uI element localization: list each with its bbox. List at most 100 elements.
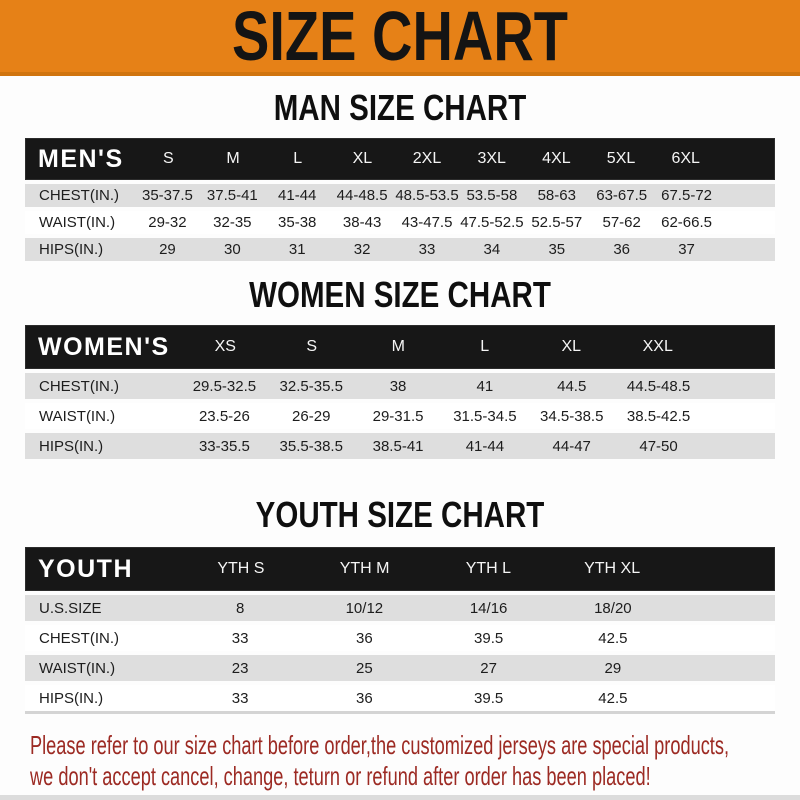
size-value-cell: 29-31.5 (372, 407, 424, 425)
size-column-header: M (226, 150, 240, 167)
row-label-cell: CHEST(IN.) (39, 629, 119, 647)
size-value-cell: 31 (288, 241, 306, 258)
size-column-header: 4XL (542, 150, 571, 167)
size-value-cell: 36 (613, 241, 631, 258)
table-row: CHEST(IN.) 35-37.5 37.5-41 41-44 44-48.5 48.5… (25, 184, 775, 207)
size-value-cell: 31.5-34.5 (453, 407, 517, 425)
size-value-cell: 38.5-41 (372, 437, 424, 455)
size-value-cell: 39.5 (474, 629, 504, 647)
size-value-cell: 33-35.5 (198, 437, 250, 455)
table-row: CHEST(IN.) 33 36 39.5 42.5 (25, 625, 775, 651)
table-row: HIPS(IN.) 33 36 39.5 42.5 (25, 685, 775, 711)
size-value-cell: 8 (235, 599, 245, 617)
size-column-header: YTH S (217, 560, 265, 577)
table-title-cell: WOMEN'S (38, 332, 170, 361)
men-size-table: MEN'S S M L XL 2XL 3XL 4XL 5XL 6XL CHEST(IN.) 35-37… (25, 138, 775, 261)
size-value-cell: 67.5-72 (661, 187, 712, 204)
size-value-cell: 41 (476, 377, 494, 395)
size-column-header: XS (214, 338, 236, 355)
size-value-cell: 47-50 (639, 437, 678, 455)
size-column-header: L (480, 338, 490, 355)
size-value-cell: 41-44 (465, 437, 505, 455)
size-column-header: YTH XL (584, 560, 641, 577)
row-label-cell: WAIST(IN.) (39, 214, 116, 231)
row-label-cell: CHEST(IN.) (39, 187, 119, 204)
size-value-cell: 35 (548, 241, 566, 258)
size-value-cell: 25 (356, 659, 373, 677)
row-label-cell: WAIST(IN.) (39, 407, 116, 425)
men-section-title: MAN SIZE CHART (273, 87, 527, 128)
table-header-row: YOUTH YTH S YTH M YTH L YTH XL (25, 547, 775, 591)
size-value-cell: 58-63 (537, 187, 576, 204)
size-value-cell: 29 (604, 659, 622, 677)
men-section: MAN SIZE CHART (0, 90, 800, 126)
size-column-header: 2XL (412, 150, 442, 167)
size-value-cell: 27 (480, 659, 497, 677)
size-column-header: 6XL (671, 150, 700, 167)
table-row: WAIST(IN.) 23.5-26 26-29 29-31.5 31.5-34.5 34… (25, 403, 775, 429)
size-value-cell: 35-37.5 (142, 187, 193, 204)
size-value-cell: 29.5-32.5 (192, 377, 257, 395)
table-row: HIPS(IN.) 29 30 31 32 33 34 35 36 37 (25, 238, 775, 261)
size-value-cell: 33 (231, 689, 249, 707)
size-value-cell: 42.5 (598, 689, 628, 707)
size-value-cell: 48.5-53.5 (395, 187, 459, 204)
size-value-cell: 37.5-41 (206, 187, 258, 204)
size-value-cell: 34.5-38.5 (540, 407, 604, 425)
size-column-header: XL (352, 150, 373, 167)
size-column-header: M (391, 338, 405, 355)
row-label-cell: HIPS(IN.) (39, 689, 104, 707)
size-value-cell: 26-29 (292, 407, 331, 425)
size-chart-banner: SIZE CHART (0, 0, 800, 76)
size-value-cell: 62-66.5 (661, 214, 712, 231)
size-column-header: 5XL (606, 150, 636, 167)
table-row: HIPS(IN.) 33-35.5 35.5-38.5 38.5-41 41-44 44-… (25, 433, 775, 459)
size-value-cell: 33 (418, 241, 436, 258)
size-column-header: XL (561, 338, 582, 355)
size-value-cell: 34 (483, 241, 501, 258)
size-value-cell: 32 (353, 241, 371, 258)
row-label-cell: U.S.SIZE (39, 599, 102, 617)
youth-size-table: YOUTH YTH S YTH M YTH L YTH XL U.S.SIZE 8 10/12… (25, 547, 775, 714)
size-value-cell: 44-48.5 (336, 187, 388, 204)
size-value-cell: 37 (678, 241, 695, 258)
row-label-cell: HIPS(IN.) (39, 437, 104, 455)
size-column-header: YTH L (465, 560, 512, 577)
row-label-cell: WAIST(IN.) (39, 659, 116, 677)
size-value-cell: 23.5-26 (198, 407, 250, 425)
youth-section: YOUTH SIZE CHART (0, 497, 800, 533)
size-value-cell: 35-38 (278, 214, 317, 231)
size-chart-banner-title: SIZE CHART (232, 0, 568, 75)
size-value-cell: 32-35 (213, 214, 252, 231)
size-value-cell: 52.5-57 (531, 214, 583, 231)
table-row: WAIST(IN.) 29-32 32-35 35-38 38-43 43-47.5 47.… (25, 211, 775, 234)
youth-section-title: YOUTH SIZE CHART (255, 494, 545, 535)
size-value-cell: 23 (231, 659, 249, 677)
size-value-cell: 33 (231, 629, 249, 647)
size-value-cell: 41-44 (278, 187, 317, 204)
disclaimer-note: Please refer to our size chart before or… (0, 730, 800, 792)
size-value-cell: 30 (223, 241, 241, 258)
table-header-row: WOMEN'S XS S M L XL XXL (25, 325, 775, 369)
size-column-header: 3XL (477, 150, 506, 167)
size-column-header: S (163, 150, 174, 167)
size-value-cell: 57-62 (602, 214, 641, 231)
size-value-cell: 42.5 (598, 629, 628, 647)
table-row: U.S.SIZE 8 10/12 14/16 18/20 (25, 595, 775, 621)
size-value-cell: 36 (356, 689, 373, 707)
size-value-cell: 14/16 (469, 599, 508, 617)
bottom-edge-divider (0, 795, 800, 800)
size-value-cell: 63-67.5 (596, 187, 648, 204)
size-value-cell: 38-43 (342, 214, 382, 231)
row-label-cell: CHEST(IN.) (39, 377, 119, 395)
size-value-cell: 44.5-48.5 (626, 377, 691, 395)
size-value-cell: 43-47.5 (401, 214, 453, 231)
women-size-table: WOMEN'S XS S M L XL XXL CHEST(IN.) 29.5-32.5 32.5… (25, 325, 775, 459)
size-column-header: S (306, 338, 318, 355)
size-value-cell: 38 (389, 377, 407, 395)
table-title-cell: MEN'S (38, 144, 124, 173)
size-value-cell: 10/12 (345, 599, 384, 617)
disclaimer-line-1: Please refer to our size chart before or… (30, 730, 730, 760)
size-value-cell: 29 (159, 241, 176, 258)
